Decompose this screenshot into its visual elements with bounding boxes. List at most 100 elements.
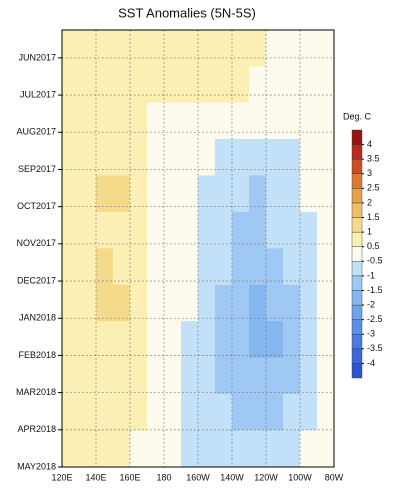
heat-cell bbox=[283, 66, 301, 104]
heat-cell bbox=[62, 284, 80, 322]
heat-cell bbox=[232, 211, 250, 249]
heat-cell bbox=[198, 102, 216, 140]
heat-cell bbox=[130, 284, 148, 322]
heat-cell bbox=[283, 102, 301, 140]
heat-cell bbox=[249, 321, 267, 359]
heat-cell bbox=[283, 175, 301, 213]
colorbar-segment bbox=[351, 202, 363, 218]
heat-cell bbox=[300, 211, 318, 249]
heat-cell bbox=[147, 430, 165, 468]
heat-cell bbox=[164, 321, 182, 359]
colorbar-label: -2 bbox=[367, 299, 375, 309]
heat-cell bbox=[249, 102, 267, 140]
heat-cell bbox=[300, 321, 318, 359]
x-tick-label: 100W bbox=[288, 472, 312, 482]
heat-cell bbox=[147, 393, 165, 431]
heat-cell bbox=[300, 248, 318, 286]
heat-cell bbox=[317, 30, 335, 67]
colorbar-segment bbox=[351, 261, 363, 277]
y-tick-label: DEC2017 bbox=[17, 275, 56, 285]
heat-cell bbox=[96, 102, 114, 140]
heat-cell bbox=[62, 211, 80, 249]
colorbar-segment bbox=[351, 144, 363, 160]
colorbar-segment bbox=[351, 129, 363, 145]
heat-cell bbox=[300, 393, 318, 431]
colorbar-label: 2.5 bbox=[367, 183, 380, 193]
heat-cell bbox=[164, 393, 182, 431]
plot-frame bbox=[61, 29, 335, 468]
heat-cell bbox=[249, 430, 267, 468]
heat-cell bbox=[147, 321, 165, 359]
heat-cell bbox=[215, 138, 233, 176]
heat-cell bbox=[181, 430, 199, 468]
heat-cell bbox=[249, 357, 267, 395]
heat-cell bbox=[79, 321, 97, 359]
x-tick-label: 140W bbox=[220, 472, 244, 482]
colorbar-segment bbox=[351, 304, 363, 320]
heat-cell bbox=[147, 357, 165, 395]
heat-cell bbox=[317, 321, 335, 359]
x-tick-label: 160E bbox=[119, 472, 140, 482]
heat-cell bbox=[62, 357, 80, 395]
heat-cell bbox=[130, 211, 148, 249]
heat-cell bbox=[283, 211, 301, 249]
heat-cell bbox=[113, 66, 131, 104]
heat-cell bbox=[164, 211, 182, 249]
heat-cell bbox=[130, 393, 148, 431]
heat-cell bbox=[147, 248, 165, 286]
heat-cell bbox=[317, 248, 335, 286]
heat-cell bbox=[249, 175, 267, 213]
heat-cell bbox=[96, 284, 114, 322]
heat-cell bbox=[79, 66, 97, 104]
colorbar-segment bbox=[351, 188, 363, 204]
heat-cell bbox=[62, 248, 80, 286]
heat-cell bbox=[96, 138, 114, 176]
heat-cell bbox=[215, 248, 233, 286]
heat-cell bbox=[198, 393, 216, 431]
heat-cell bbox=[62, 321, 80, 359]
heat-cell bbox=[130, 357, 148, 395]
heat-cell bbox=[283, 284, 301, 322]
heat-cell bbox=[283, 30, 301, 67]
heat-cell bbox=[249, 138, 267, 176]
y-tick-label: SEP2017 bbox=[18, 164, 56, 174]
colorbar-label: 3.5 bbox=[367, 154, 380, 164]
heat-cell bbox=[283, 138, 301, 176]
heat-cell bbox=[164, 175, 182, 213]
heat-cell bbox=[215, 284, 233, 322]
heat-cell bbox=[215, 102, 233, 140]
heat-cell bbox=[113, 248, 131, 286]
heat-cell bbox=[181, 66, 199, 104]
x-tick-label: 80W bbox=[325, 472, 344, 482]
colorbar-label: -1 bbox=[367, 270, 375, 280]
heat-cell bbox=[198, 211, 216, 249]
colorbar-segment bbox=[351, 246, 363, 262]
heat-cell bbox=[266, 175, 284, 213]
heat-cell bbox=[181, 102, 199, 140]
chart-title: SST Anomalies (5N-5S) bbox=[118, 5, 256, 20]
colorbar-label: -4 bbox=[367, 358, 375, 368]
heat-cell bbox=[232, 357, 250, 395]
heat-cell bbox=[147, 102, 165, 140]
heat-cell bbox=[198, 357, 216, 395]
heat-cell bbox=[266, 284, 284, 322]
heat-cell bbox=[300, 66, 318, 104]
y-tick-label: NOV2017 bbox=[16, 238, 56, 248]
x-tick-label: 180 bbox=[156, 472, 171, 482]
heat-cell bbox=[130, 175, 148, 213]
x-tick-label: 120E bbox=[51, 472, 72, 482]
heat-cell bbox=[266, 138, 284, 176]
heat-cell bbox=[113, 175, 131, 213]
colorbar-segment bbox=[351, 158, 363, 174]
colorbar-segment bbox=[351, 217, 363, 233]
heat-cell bbox=[198, 430, 216, 468]
heat-cell bbox=[96, 248, 114, 286]
heat-cell bbox=[164, 138, 182, 176]
colorbar-label: 1 bbox=[367, 226, 372, 236]
colorbar-title: Deg. C bbox=[343, 111, 372, 121]
heat-cell bbox=[130, 30, 148, 67]
heat-cell bbox=[198, 66, 216, 104]
heat-cell bbox=[147, 284, 165, 322]
heat-cell bbox=[283, 248, 301, 286]
colorbar-label: -3 bbox=[367, 329, 375, 339]
